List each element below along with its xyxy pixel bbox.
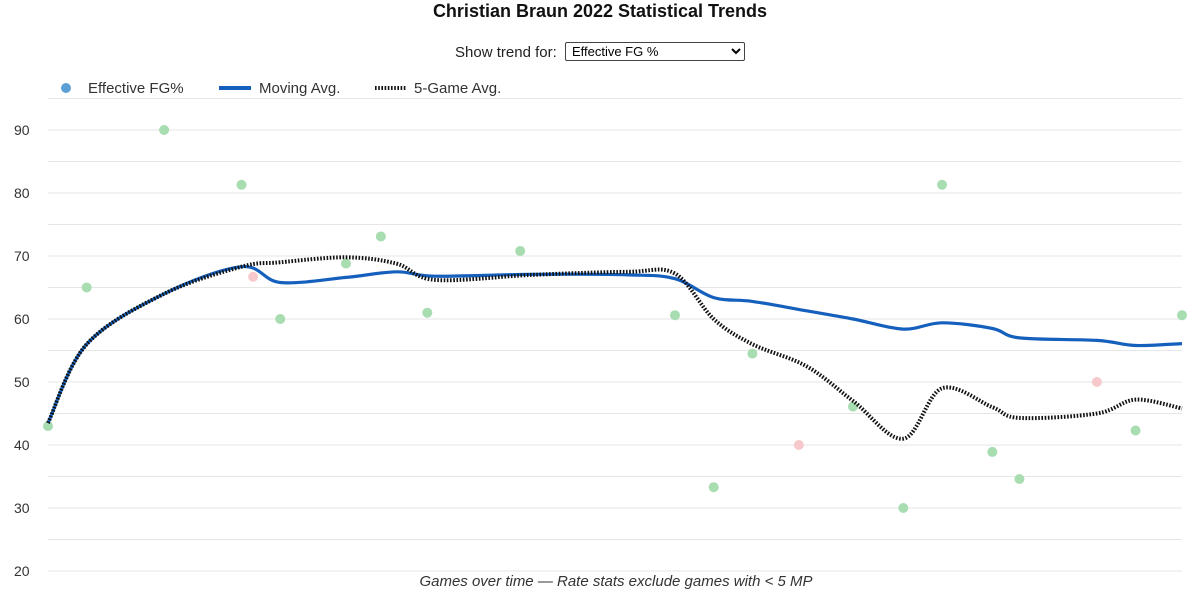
- y-tick-label-30: 30: [14, 500, 30, 516]
- data-point-5: [248, 271, 259, 282]
- data-point-15: [848, 401, 859, 412]
- data-point-8: [375, 231, 386, 242]
- y-tick-label-80: 80: [14, 185, 30, 201]
- data-point-4: [236, 179, 247, 190]
- trend-select[interactable]: Effective FG %: [564, 42, 745, 61]
- five-game-avg-line: [46, 255, 1183, 441]
- data-point-12: [708, 482, 719, 493]
- data-point-17: [937, 179, 948, 190]
- y-axis-ticks: 20 30 40 50 60 70 80 90: [14, 122, 30, 579]
- data-point-21: [1130, 425, 1141, 436]
- y-tick-label-50: 50: [14, 374, 30, 390]
- y-tick-label-20: 20: [14, 563, 30, 579]
- trend-controls: Show trend for: Effective FG %: [0, 42, 1200, 63]
- y-tick-label-60: 60: [14, 311, 30, 327]
- grid-lines: [48, 98, 1182, 572]
- data-point-6: [275, 314, 286, 324]
- data-point-13: [747, 348, 758, 359]
- trend-select-label: Show trend for:: [455, 44, 557, 61]
- legend-label-moving-avg: Moving Avg.: [259, 80, 340, 97]
- data-point-18: [987, 446, 998, 457]
- moving-avg-line: [46, 265, 1183, 424]
- data-point-20: [1091, 377, 1102, 387]
- trend-lines: [46, 255, 1183, 441]
- data-point-7: [341, 258, 352, 269]
- data-point-10: [515, 245, 526, 256]
- x-axis-label: Games over time — Rate stats exclude gam…: [419, 573, 812, 590]
- legend-label-five-game: 5-Game Avg.: [414, 80, 501, 97]
- y-tick-label-40: 40: [14, 437, 30, 453]
- data-point-9: [422, 307, 433, 318]
- legend: Effective FG% Moving Avg. 5-Game Avg.: [61, 80, 501, 97]
- legend-marker-points: [61, 83, 71, 93]
- y-tick-label-90: 90: [14, 122, 30, 138]
- data-point-16: [898, 503, 909, 513]
- data-point-19: [1014, 474, 1025, 485]
- legend-label-points: Effective FG%: [88, 80, 184, 97]
- data-point-1: [43, 421, 53, 432]
- data-point-11: [669, 310, 680, 321]
- scatter-points: [43, 125, 1187, 513]
- chart-title: Christian Braun 2022 Statistical Trends: [432, 1, 768, 21]
- data-point-2: [81, 282, 92, 293]
- y-tick-label-70: 70: [14, 248, 30, 264]
- data-point-3: [159, 125, 170, 135]
- data-point-22: [1177, 310, 1187, 321]
- data-point-14: [793, 440, 804, 450]
